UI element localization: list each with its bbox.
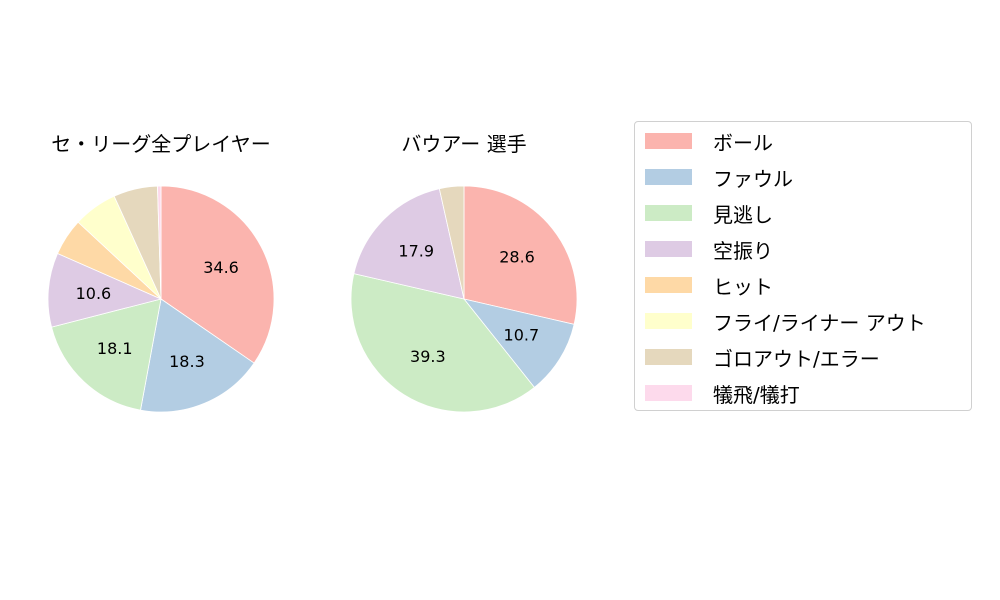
pie-slice-label: 39.3	[410, 347, 446, 366]
legend-item-sacrifice: 犠飛/犠打	[645, 381, 800, 407]
legend-swatch	[645, 133, 692, 149]
legend-label: ファウル	[713, 166, 793, 191]
pie-slice	[353, 188, 465, 300]
legend-item-ground-out-error: ゴロアウト/エラー	[645, 345, 880, 371]
pie-slice-label: 10.7	[504, 326, 540, 345]
legend-label: ゴロアウト/エラー	[713, 346, 880, 371]
legend-swatch	[645, 385, 692, 401]
legend-label: 空振り	[713, 238, 773, 263]
legend-swatch	[645, 313, 692, 329]
pie-slice-label: 28.6	[499, 247, 535, 266]
legend-item-ball: ボール	[645, 129, 773, 155]
legend-item-swinging-strike: 空振り	[645, 237, 773, 263]
pie-slice	[350, 273, 535, 413]
pie-slice-label: 17.9	[398, 241, 434, 260]
pie-slice-label: 18.3	[169, 352, 205, 371]
pie-slice-label: 34.6	[203, 258, 239, 277]
pie-slice	[157, 185, 162, 300]
legend-label: フライ/ライナー アウト	[713, 310, 926, 335]
league-pie-chart: 34.6 18.3 18.1 10.6	[47, 185, 275, 413]
legend-label: ヒット	[713, 274, 773, 299]
legend-item-foul: ファウル	[645, 165, 793, 191]
legend: ボール ファウル 見逃し 空振り ヒット フライ/ライナー アウト ゴロアウト/…	[634, 121, 972, 411]
legend-swatch	[645, 205, 692, 221]
legend-swatch	[645, 277, 692, 293]
pie-slice	[463, 185, 578, 325]
legend-item-called-strike: 見逃し	[645, 201, 773, 227]
legend-label: 犠飛/犠打	[713, 382, 800, 407]
legend-label: 見逃し	[713, 202, 773, 227]
pie-slice-label: 10.6	[76, 284, 112, 303]
player-pie-chart: 28.6 10.7 39.3 17.9	[350, 185, 578, 413]
legend-item-fly-liner-out: フライ/ライナー アウト	[645, 309, 926, 335]
legend-item-hit: ヒット	[645, 273, 773, 299]
legend-swatch	[645, 169, 692, 185]
legend-swatch	[645, 241, 692, 257]
legend-label: ボール	[713, 130, 773, 155]
pie-slice	[140, 298, 255, 413]
pie-slice	[51, 298, 162, 411]
legend-swatch	[645, 349, 692, 365]
pie-slice	[438, 185, 465, 300]
pie-slice	[160, 185, 275, 364]
pie-slice	[462, 298, 575, 388]
pie-slice	[47, 252, 163, 328]
pie-slice-label: 18.1	[97, 339, 133, 358]
right-chart-title: バウアー 選手	[401, 132, 527, 156]
left-chart-title: セ・リーグ全プレイヤー	[51, 132, 271, 156]
